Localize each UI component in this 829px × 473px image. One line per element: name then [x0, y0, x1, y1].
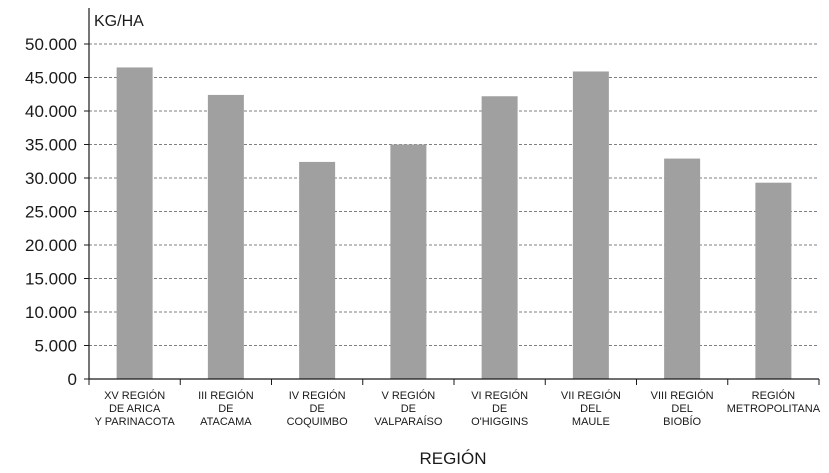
x-axis-title: REGIÓN [419, 449, 486, 468]
y-tick-label: 45.000 [25, 69, 77, 88]
axes [84, 8, 820, 385]
y-tick-label: 20.000 [25, 236, 77, 255]
x-category-label: III REGIÓN DE ATACAMA [198, 389, 254, 428]
y-tick-label: 0 [68, 370, 77, 389]
bar [755, 182, 792, 379]
y-tick-label: 5.000 [34, 337, 77, 356]
y-tick-label: 40.000 [25, 102, 77, 121]
x-category-label: IV REGIÓN DE COQUIMBO [287, 389, 349, 428]
bar [390, 144, 427, 379]
y-axis-title: KG/HA [94, 13, 144, 30]
x-category-labels: XV REGIÓN DE ARICA Y PARINACOTA III REGIÓN D… [95, 389, 821, 428]
y-tick-label: 50.000 [25, 35, 77, 54]
y-tick-label: 35.000 [25, 136, 77, 155]
bar [481, 96, 518, 379]
y-tick-label: 25.000 [25, 203, 77, 222]
bar [299, 161, 336, 379]
x-category-label: VII REGIÓN DEL MAULE [561, 389, 621, 428]
y-tick-labels: 0 5.000 10.000 15.000 20.000 25.000 30.000 35.0… [25, 35, 77, 389]
x-category-label: VI REGIÓN DE O'HIGGINS [471, 389, 528, 428]
bars [116, 67, 792, 380]
x-category-label: REGIÓN METROPOLITANA [727, 389, 821, 415]
x-category-label: VIII REGIÓN DEL BIOBÍO [651, 389, 714, 428]
bar [116, 67, 153, 379]
bar [572, 71, 609, 379]
y-tick-label: 15.000 [25, 270, 77, 289]
x-category-label: V REGIÓN DE VALPARAÍSO [374, 389, 443, 428]
y-tick-label: 10.000 [25, 303, 77, 322]
bar [207, 94, 244, 380]
x-category-label: XV REGIÓN DE ARICA Y PARINACOTA [95, 389, 176, 428]
gridlines [89, 43, 819, 346]
y-tick-label: 30.000 [25, 169, 77, 188]
bar [664, 158, 701, 379]
